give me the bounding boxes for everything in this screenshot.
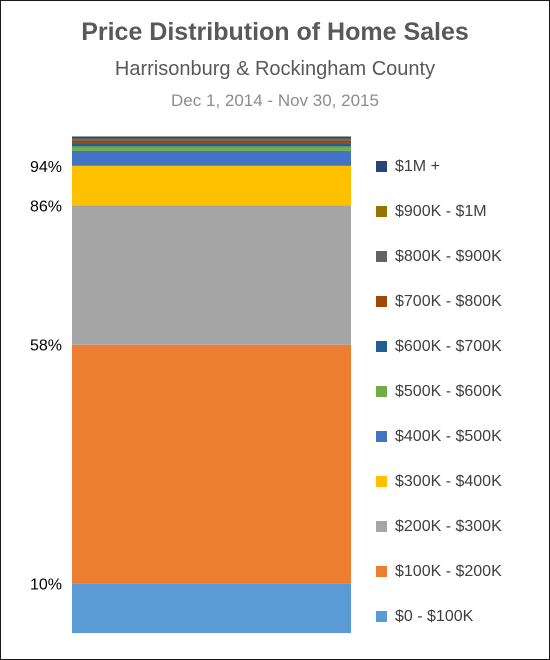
legend-swatch — [376, 251, 387, 262]
cumulative-label-1: 58% — [30, 338, 62, 355]
legend-item: $300K - $400K — [376, 459, 502, 504]
legend-label: $700K - $800K — [395, 292, 502, 310]
bar-segment-1 — [72, 344, 351, 584]
legend-swatch — [376, 566, 387, 577]
chart-date-range: Dec 1, 2014 - Nov 30, 2015 — [171, 91, 379, 110]
legend-swatch — [376, 521, 387, 532]
legend-swatch — [376, 386, 387, 397]
legend-label: $600K - $700K — [395, 337, 502, 355]
cumulative-label-3: 94% — [30, 159, 62, 176]
legend-item: $100K - $200K — [376, 549, 502, 594]
legend-swatch — [376, 341, 387, 352]
legend-label: $0 - $100K — [395, 607, 474, 625]
legend-label: $300K - $400K — [395, 472, 502, 490]
legend-swatch — [376, 611, 387, 622]
chart-title: Price Distribution of Home Sales — [81, 18, 469, 46]
legend-swatch — [376, 476, 387, 487]
bar-segment-5 — [72, 146, 351, 151]
legend-item: $0 - $100K — [376, 594, 502, 639]
bar-segment-3 — [72, 165, 351, 206]
bar-segment-8 — [72, 139, 351, 141]
legend-item: $200K - $300K — [376, 504, 502, 549]
bar-segment-10 — [72, 136, 351, 139]
legend-swatch — [376, 161, 387, 172]
cumulative-label-2: 86% — [30, 199, 62, 216]
bar-segment-7 — [72, 140, 351, 144]
legend-item: $800K - $900K — [376, 234, 502, 279]
legend-label: $100K - $200K — [395, 562, 502, 580]
legend-label: $900K - $1M — [395, 202, 487, 220]
chart-legend: $1M + $900K - $1M $800K - $900K $700K - $80… — [376, 144, 502, 639]
legend-label: $400K - $500K — [395, 427, 502, 445]
cumulative-labels: 10% 58% 86% 94% — [30, 159, 62, 593]
legend-swatch — [376, 431, 387, 442]
bar-segment-4 — [72, 150, 351, 166]
legend-item: $400K - $500K — [376, 414, 502, 459]
bar-segment-2 — [72, 205, 351, 345]
legend-label: $800K - $900K — [395, 247, 502, 265]
bar-segment-9 — [72, 138, 351, 140]
bar-segment-6 — [72, 143, 351, 147]
legend-item: $900K - $1M — [376, 189, 502, 234]
legend-label: $500K - $600K — [395, 382, 502, 400]
legend-label: $1M + — [395, 157, 440, 175]
stacked-bar — [72, 136, 351, 633]
chart-subtitle: Harrisonburg & Rockingham County — [114, 58, 436, 80]
cumulative-label-0: 10% — [30, 576, 62, 593]
legend-item: $500K - $600K — [376, 369, 502, 414]
legend-label: $200K - $300K — [395, 517, 502, 535]
legend-item: $1M + — [376, 144, 502, 189]
legend-swatch — [376, 206, 387, 217]
legend-item: $700K - $800K — [376, 279, 502, 324]
legend-item: $600K - $700K — [376, 324, 502, 369]
legend-swatch — [376, 296, 387, 307]
bar-segment-0 — [72, 583, 351, 633]
